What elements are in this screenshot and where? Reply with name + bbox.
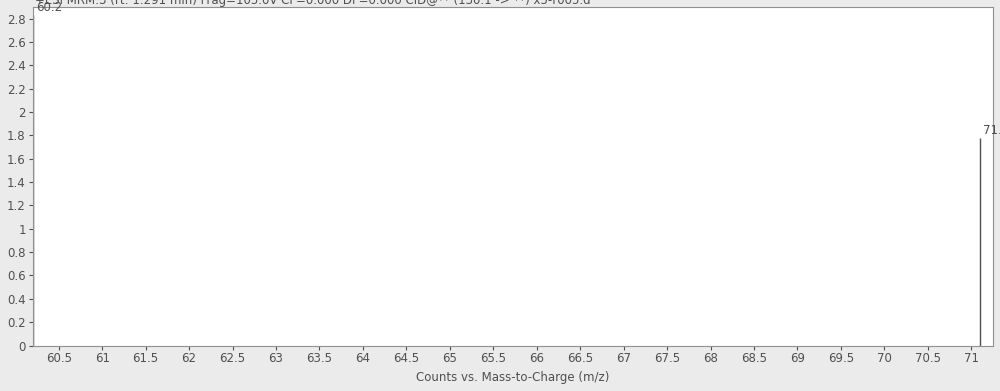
Text: x10³: x10³ bbox=[0, 0, 4, 7]
X-axis label: Counts vs. Mass-to-Charge (m/z): Counts vs. Mass-to-Charge (m/z) bbox=[416, 371, 610, 384]
Text: 71.1: 71.1 bbox=[983, 124, 1000, 136]
Text: +ESI MRM:3 (rt: 1.291 min) Frag=105.0V CF=0.000 DF=0.000 CID@** (130.1 -> **) x5: +ESI MRM:3 (rt: 1.291 min) Frag=105.0V C… bbox=[35, 0, 590, 7]
Text: 60.2: 60.2 bbox=[36, 1, 62, 14]
